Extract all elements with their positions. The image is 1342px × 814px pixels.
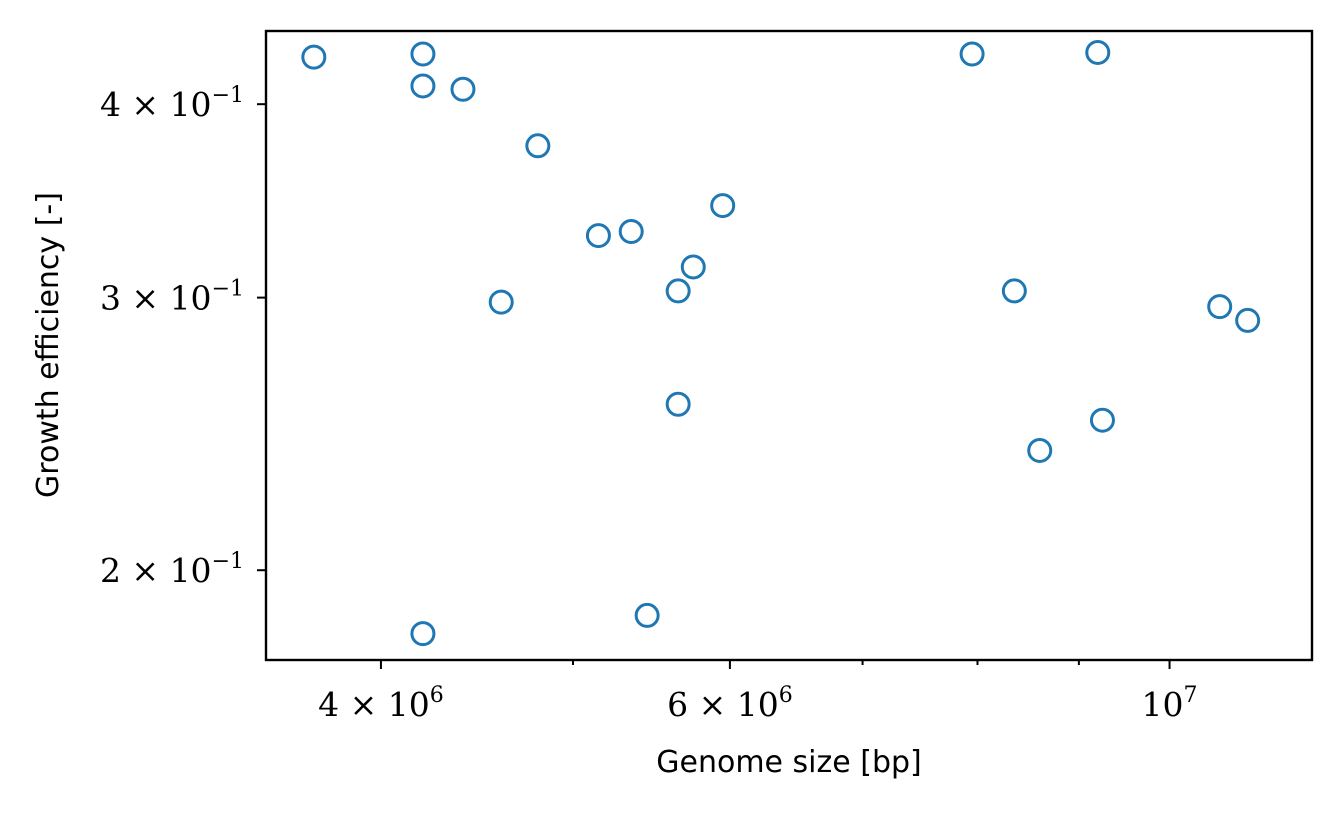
data-point — [959, 41, 985, 67]
data-point — [618, 218, 644, 244]
x-tick-label: 4 × 106 — [318, 683, 444, 724]
data-point — [525, 133, 551, 159]
y-axis-label: Growth efficiency [-] — [31, 192, 66, 498]
data-point — [410, 41, 436, 67]
y-tick-label: 4 × 10−1 — [100, 83, 244, 124]
x-tick-label: 107 — [1142, 683, 1198, 724]
y-axis: 4 × 10−1 3 × 10−1 2 × 10−1 — [100, 83, 266, 590]
data-point — [410, 621, 436, 647]
data-point — [488, 289, 514, 315]
data-point — [665, 278, 691, 304]
data-point — [1001, 278, 1027, 304]
data-point — [585, 223, 611, 249]
x-axis: 4 × 106 6 × 106 107 — [318, 660, 1198, 724]
y-tick-label: 3 × 10−1 — [100, 277, 244, 318]
data-point — [450, 76, 476, 102]
x-tick-label: 6 × 106 — [667, 683, 793, 724]
data-point — [1235, 307, 1261, 333]
data-point — [301, 44, 327, 70]
data-point — [634, 602, 660, 628]
plot-frame — [264, 29, 1314, 662]
data-point — [680, 254, 706, 280]
y-tick-label: 2 × 10−1 — [100, 549, 244, 590]
data-points — [301, 39, 1261, 647]
data-point — [1085, 39, 1111, 65]
data-point — [1207, 294, 1233, 320]
data-point — [1089, 407, 1115, 433]
data-point — [710, 193, 736, 219]
data-point — [1027, 437, 1053, 463]
plot-area-border — [264, 29, 1314, 662]
x-axis-label: Genome size [bp] — [656, 745, 922, 780]
data-point — [410, 73, 436, 99]
data-point — [665, 391, 691, 417]
